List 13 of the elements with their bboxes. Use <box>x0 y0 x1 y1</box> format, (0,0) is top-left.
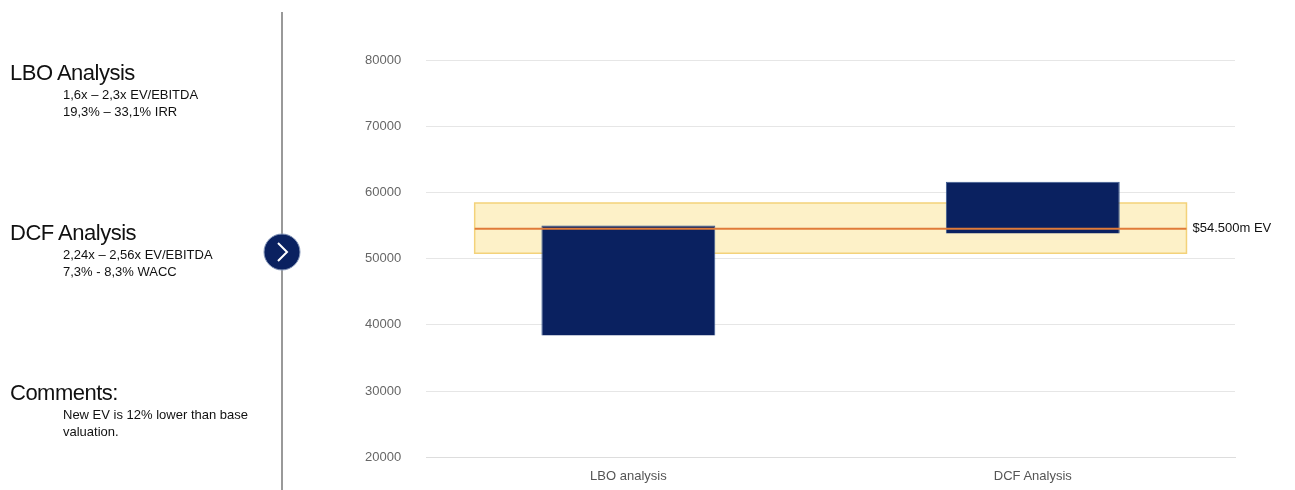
y-tick-label: 40000 <box>364 316 402 332</box>
text: Comments: New EV is 12% lower than base valuation. <box>10 380 249 440</box>
y-tick-label: 70000 <box>364 117 402 133</box>
text: DCF Analysis 2,24x – 2,56x EV/EBITDA 7,3% - 8,3% WACC <box>10 220 214 280</box>
y-tick-label: 60000 <box>364 183 402 199</box>
y-tick-label: 20000 <box>364 448 402 464</box>
ref-line-label: $54.500m EV <box>1192 220 1272 236</box>
x-tick-label: LBO analysis <box>590 467 668 483</box>
x-tick-label: DCF Analysis <box>993 467 1073 483</box>
text: LBO Analysis 1,6x – 2,3x EV/EBITDA 19,3% – 33,1% IRR <box>10 60 200 120</box>
y-tick-label: 80000 <box>364 51 402 67</box>
y-tick-label: 50000 <box>364 250 402 266</box>
y-tick-label: 30000 <box>364 382 402 398</box>
